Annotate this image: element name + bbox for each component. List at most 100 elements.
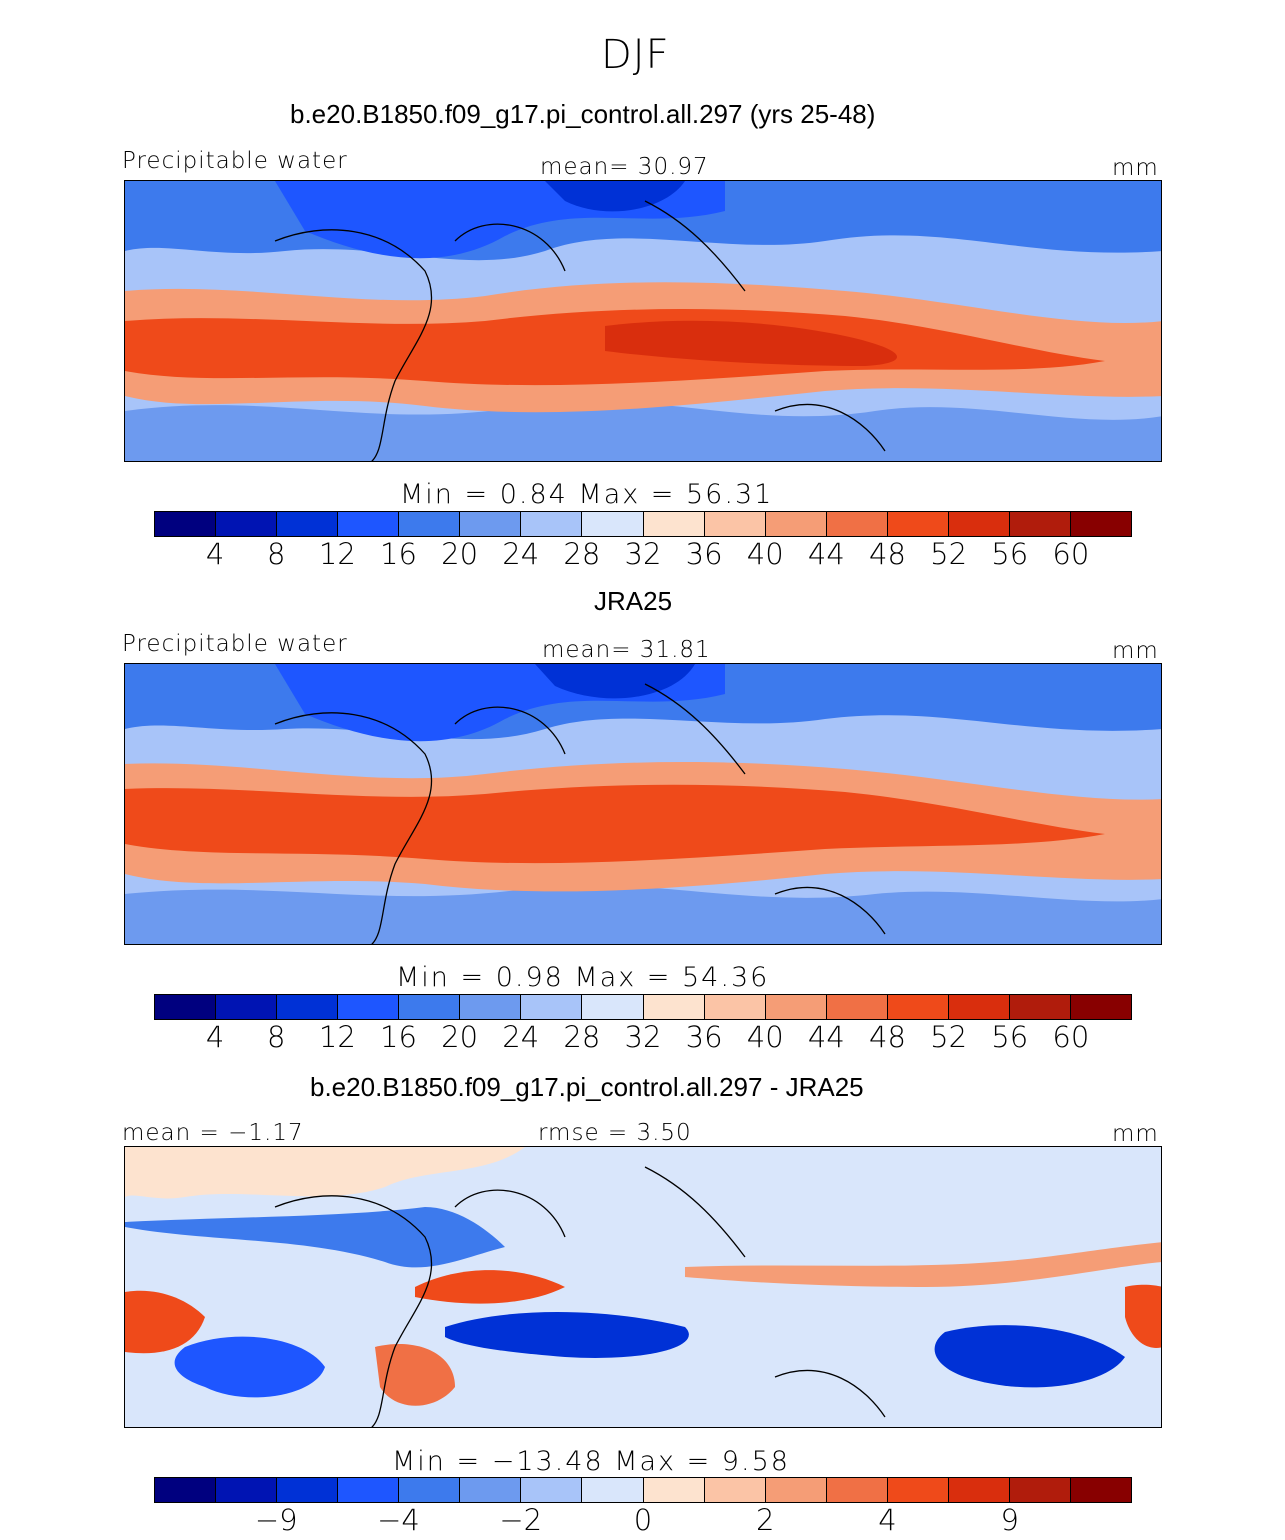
ticks1-tick-label: 44: [807, 537, 845, 571]
ticks3-tick-label: −2: [499, 1503, 543, 1537]
panel-2-south-dry: [125, 885, 1161, 944]
panel-3-map-svg: [125, 1147, 1161, 1427]
panel-1-map-svg: [125, 181, 1161, 461]
panel-1-mean-label: mean= 30.97: [540, 154, 709, 180]
ticks2-tick-label: 28: [563, 1020, 601, 1054]
cbar2-swatch-13: [948, 995, 1010, 1019]
ticks1-tick-label: 32: [624, 537, 662, 571]
panel-3-west-positive: [125, 1290, 205, 1354]
panel-1-map: [124, 180, 1162, 462]
ticks2-tick-label: 44: [807, 1020, 845, 1054]
ticks3-tick-label: −4: [377, 1503, 420, 1537]
ticks2-tick-label: 4: [205, 1020, 225, 1054]
panel-2-minmax: Min = 0.98 Max = 54.36: [396, 962, 770, 993]
cbar3-swatch-1: [216, 1478, 278, 1502]
cbar1-swatch-10: [765, 512, 827, 536]
ticks2-tick-label: 52: [930, 1020, 968, 1054]
panel-3-africa-positive: [375, 1343, 455, 1406]
ticks1-tick-label: 48: [869, 537, 906, 571]
ticks2-tick-label: 16: [380, 1020, 417, 1054]
cbar2-swatch-9: [704, 995, 766, 1019]
figure-title: DJF: [601, 32, 670, 78]
panel-3-pacific-positive-band: [685, 1242, 1161, 1287]
ticks2-tick-label: 20: [441, 1020, 479, 1054]
cbar2-swatch-7: [582, 995, 644, 1019]
cbar3-swatch-3: [338, 1478, 400, 1502]
cbar3-swatch-9: [704, 1478, 766, 1502]
panel-3-minmax: Min = −13.48 Max = 9.58: [392, 1446, 790, 1477]
cbar1-swatch-14: [1009, 512, 1071, 536]
ticks2-tick-label: 24: [502, 1020, 540, 1054]
panel-2-mean-label: mean= 31.81: [542, 637, 711, 663]
panel-1-variable-label: Precipitable water: [122, 148, 348, 174]
panel-2-title: JRA25: [594, 586, 673, 616]
cbar2-swatch-6: [521, 995, 583, 1019]
cbar1-swatch-7: [582, 512, 644, 536]
panel-3-map: [124, 1146, 1162, 1428]
ticks2-tick-label: 40: [746, 1020, 784, 1054]
cbar1-swatch-11: [826, 512, 888, 536]
cbar2-swatch-1: [216, 995, 278, 1019]
cbar3-swatch-8: [643, 1478, 705, 1502]
ticks3-tick-label: −9: [254, 1503, 298, 1537]
ticks3-tick-label: 0: [633, 1503, 653, 1537]
panel-3-south-negative-2: [934, 1325, 1125, 1388]
cbar2-swatch-14: [1009, 995, 1071, 1019]
ticks1-tick-label: 4: [205, 537, 225, 571]
cbar3-swatch-13: [948, 1478, 1010, 1502]
panel-3-east-positive: [1125, 1284, 1161, 1348]
cbar2-swatch-2: [277, 995, 339, 1019]
panel-3-tropical-positive: [415, 1270, 565, 1304]
panel-3-mean-label: mean = −1.17: [122, 1120, 304, 1146]
cbar3-swatch-10: [765, 1478, 827, 1502]
ticks1-tick-label: 12: [318, 537, 356, 571]
ticks1-tick-label: 16: [380, 537, 417, 571]
cbar2-swatch-4: [399, 995, 461, 1019]
cbar3-swatch-11: [826, 1478, 888, 1502]
panel-3-coastlines: [274, 1166, 886, 1427]
ticks1-tick-label: 36: [685, 537, 723, 571]
panel-2-map: [124, 663, 1162, 945]
panel-1-south-dry: [125, 400, 1161, 461]
cbar3-swatch-4: [399, 1478, 461, 1502]
cbar1-swatch-5: [460, 512, 522, 536]
cbar1-swatch-1: [216, 512, 278, 536]
ticks2-tick-label: 48: [869, 1020, 906, 1054]
cbar2-swatch-0: [155, 995, 217, 1019]
ticks2-tick-label: 32: [624, 1020, 662, 1054]
cbar3-swatch-12: [887, 1478, 949, 1502]
panel-2-map-svg: [125, 664, 1161, 944]
ticks1-tick-label: 28: [563, 537, 601, 571]
ticks2-tick-label: 12: [318, 1020, 356, 1054]
panel-1-units-label: mm: [1112, 155, 1159, 181]
ticks1-tick-label: 20: [441, 537, 479, 571]
panel-1-title: b.e20.B1850.f09_g17.pi_control.all.297 (…: [290, 99, 876, 129]
cbar2-swatch-8: [643, 995, 705, 1019]
cbar1-swatch-15: [1070, 512, 1131, 536]
cbar1-swatch-8: [643, 512, 705, 536]
cbar1-swatch-0: [155, 512, 217, 536]
panel-3-south-negative-3: [174, 1336, 325, 1398]
panel-2-wet-band: [125, 784, 1105, 864]
panel-3-south-negative-1: [445, 1312, 689, 1358]
cbar3-swatch-7: [582, 1478, 644, 1502]
panel-3-units-label: mm: [1112, 1121, 1159, 1147]
ticks2-tick-label: 56: [991, 1020, 1029, 1054]
ticks3-tick-label: 9: [1000, 1503, 1019, 1537]
cbar2-swatch-11: [826, 995, 888, 1019]
cbar1-swatch-6: [521, 512, 583, 536]
panel-1-wettest-core: [605, 320, 898, 366]
panel-2-coastlines: [274, 683, 886, 944]
ticks1-tick-label: 60: [1052, 537, 1090, 571]
ticks3-tick-label: 4: [878, 1503, 897, 1537]
cbar1-swatch-4: [399, 512, 461, 536]
panel-2-units-label: mm: [1112, 638, 1159, 664]
cbar1-swatch-2: [277, 512, 339, 536]
ticks1-tick-label: 8: [267, 537, 286, 571]
panel-3-positive-bias-north: [125, 1147, 525, 1199]
ticks2-tick-label: 36: [685, 1020, 723, 1054]
cbar1-swatch-13: [948, 512, 1010, 536]
cbar3-swatch-5: [460, 1478, 522, 1502]
panel-2-variable-label: Precipitable water: [122, 631, 348, 657]
ticks1-tick-label: 52: [930, 537, 968, 571]
